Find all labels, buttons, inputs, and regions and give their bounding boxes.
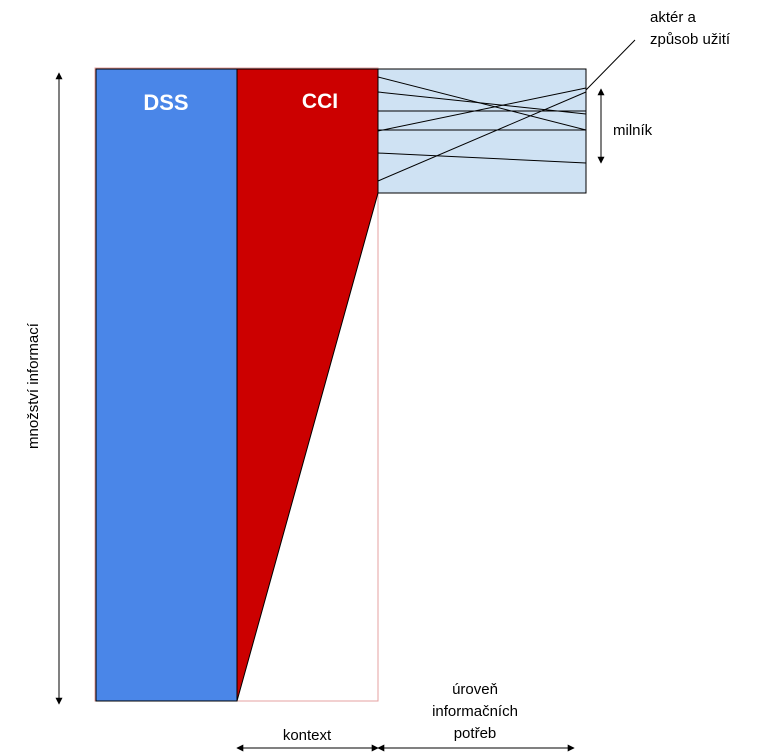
milestone-label: milník <box>613 122 653 139</box>
actor-label-line1: aktér a <box>650 9 697 26</box>
actor-pointer <box>585 39 636 91</box>
info-level-line1: úroveň <box>452 681 498 698</box>
cci-label: CCI <box>302 90 338 113</box>
amount-label: množství informací <box>25 322 42 449</box>
detail-lines <box>377 76 587 182</box>
info-level-line3: potřeb <box>454 725 497 742</box>
context-label: kontext <box>283 727 332 744</box>
info-level-line2: informačních <box>432 703 518 720</box>
detail-block <box>377 68 587 194</box>
cci-block <box>236 68 379 702</box>
dss-block <box>95 68 238 702</box>
actor-label-line2: způsob užití <box>650 31 731 48</box>
dss-label: DSS <box>143 90 188 115</box>
